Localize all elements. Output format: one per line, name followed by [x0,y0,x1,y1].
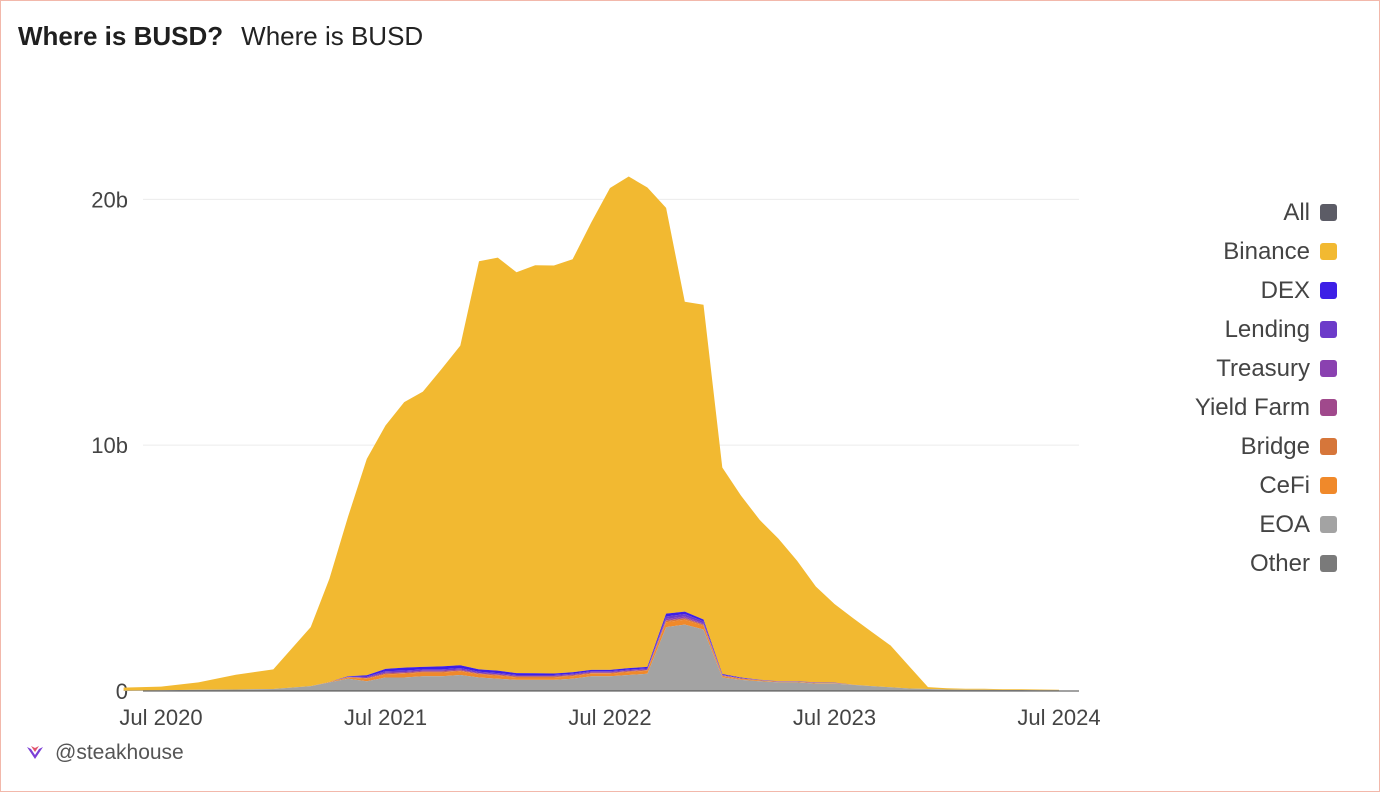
legend-item-cefi[interactable]: CeFi [1195,466,1337,505]
legend-swatch [1320,555,1337,572]
x-tick-label: Jul 2020 [119,705,202,730]
legend-swatch [1320,477,1337,494]
legend-item-eoa[interactable]: EOA [1195,505,1337,544]
x-tick-label: Jul 2021 [344,705,427,730]
legend-swatch [1320,399,1337,416]
x-tick-label: Jul 2022 [568,705,651,730]
legend-swatch [1320,321,1337,338]
chart-legend: All Binance DEX Lending Treasury Yield Farm Br… [1195,193,1337,583]
legend-label: CeFi [1259,471,1310,499]
legend-item-binance[interactable]: Binance [1195,232,1337,271]
legend-swatch [1320,438,1337,455]
legend-label: All [1283,198,1310,226]
steakhouse-logo-icon [27,746,43,759]
legend-swatch [1320,243,1337,260]
x-tick-label: Jul 2024 [1017,705,1100,730]
legend-swatch [1320,204,1337,221]
legend-label: Yield Farm [1194,393,1310,421]
chart-title: Where is BUSD? [18,21,224,51]
legend-item-yield-farm[interactable]: Yield Farm [1195,388,1337,427]
legend-label: Other [1249,549,1310,577]
legend-item-other[interactable]: Other [1195,544,1337,583]
legend-swatch [1320,282,1337,299]
y-tick-label: 20b [91,187,128,212]
area-eoa [123,624,1060,691]
chart-subtitle: Where is BUSD [241,21,424,51]
area-binance [123,176,1060,691]
y-tick-label: 0 [116,679,128,704]
legend-label: Bridge [1240,432,1310,460]
y-tick-label: 10b [91,433,128,458]
footer: @steakhouse [25,741,184,765]
footer-handle: @steakhouse [55,741,184,764]
legend-swatch [1320,516,1337,533]
chart-header: Where is BUSD? Where is BUSD [18,21,423,52]
legend-label: Lending [1224,315,1310,343]
legend-label: DEX [1260,276,1310,304]
legend-label: Treasury [1216,354,1310,382]
x-tick-label: Jul 2023 [793,705,876,730]
legend-swatch [1320,360,1337,377]
legend-item-dex[interactable]: DEX [1195,271,1337,310]
legend-item-treasury[interactable]: Treasury [1195,349,1337,388]
legend-item-bridge[interactable]: Bridge [1195,427,1337,466]
legend-item-lending[interactable]: Lending [1195,310,1337,349]
legend-item-all[interactable]: All [1195,193,1337,232]
legend-label: EOA [1259,510,1310,538]
legend-label: Binance [1223,237,1310,265]
